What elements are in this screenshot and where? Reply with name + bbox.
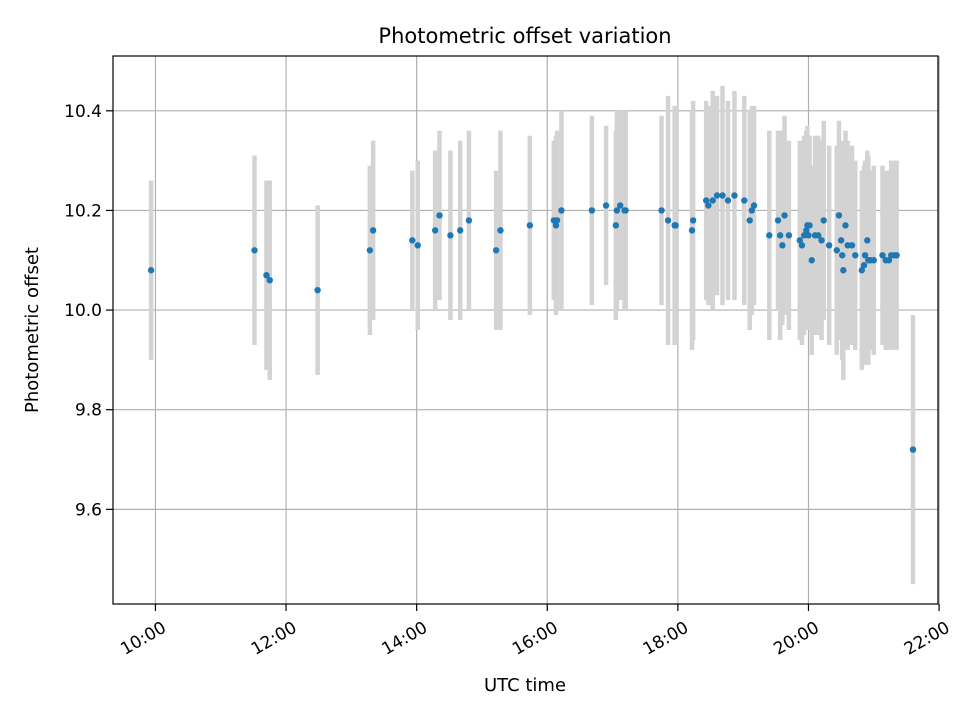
x-tick-label: 20:00 bbox=[770, 618, 822, 660]
data-point bbox=[705, 202, 712, 209]
y-tick-label: 9.8 bbox=[75, 401, 102, 421]
data-point bbox=[741, 197, 748, 204]
data-point bbox=[713, 192, 721, 199]
data-point bbox=[852, 252, 859, 259]
data-point bbox=[774, 217, 782, 224]
data-point bbox=[369, 227, 377, 234]
data-point bbox=[672, 222, 679, 229]
data-point bbox=[833, 247, 840, 254]
chart-title: Photometric offset variation bbox=[378, 24, 671, 48]
data-point bbox=[803, 227, 810, 234]
data-point bbox=[526, 222, 534, 229]
data-point bbox=[465, 217, 473, 224]
data-point bbox=[689, 217, 697, 224]
data-point bbox=[861, 252, 869, 259]
data-point bbox=[724, 197, 732, 204]
data-point bbox=[266, 276, 273, 284]
data-point bbox=[447, 232, 454, 239]
plot-frame bbox=[112, 55, 939, 605]
data-point bbox=[820, 217, 827, 224]
data-point bbox=[702, 197, 710, 204]
data-point bbox=[553, 217, 561, 224]
data-point bbox=[815, 232, 822, 239]
data-point bbox=[436, 212, 443, 219]
data-point bbox=[719, 192, 726, 199]
y-tick-label: 10.2 bbox=[64, 201, 102, 221]
data-point bbox=[492, 247, 500, 254]
data-point bbox=[808, 257, 815, 264]
data-point bbox=[909, 446, 917, 453]
data-point bbox=[688, 227, 696, 234]
data-point bbox=[314, 286, 321, 294]
data-point bbox=[750, 202, 758, 209]
data-point bbox=[806, 222, 813, 229]
data-point bbox=[497, 227, 504, 234]
data-point bbox=[858, 267, 866, 274]
x-tick-label: 18:00 bbox=[640, 618, 692, 660]
data-point bbox=[825, 242, 833, 249]
data-point bbox=[766, 232, 773, 239]
data-point bbox=[776, 232, 784, 239]
data-point bbox=[616, 202, 624, 209]
data-point bbox=[409, 237, 416, 244]
y-axis-ticks: 9.6 9.8 10.0 10.2 10.4 bbox=[64, 102, 113, 520]
data-point bbox=[839, 252, 846, 259]
data-point bbox=[860, 262, 868, 269]
data-point bbox=[748, 207, 756, 214]
y-tick-label: 9.6 bbox=[75, 500, 102, 520]
data-point bbox=[885, 257, 893, 264]
data-points bbox=[147, 192, 917, 453]
data-point bbox=[818, 237, 825, 244]
data-point bbox=[796, 237, 803, 244]
data-point bbox=[658, 207, 665, 214]
data-point bbox=[781, 212, 788, 219]
data-point bbox=[731, 192, 738, 199]
data-point bbox=[431, 227, 439, 234]
x-tick-label: 14:00 bbox=[379, 618, 431, 660]
data-point bbox=[147, 267, 155, 274]
data-point bbox=[805, 232, 812, 239]
data-point bbox=[602, 202, 610, 209]
data-point bbox=[613, 207, 621, 214]
data-point bbox=[842, 222, 849, 229]
data-point bbox=[414, 242, 421, 249]
data-point bbox=[251, 247, 258, 254]
data-point bbox=[798, 242, 806, 249]
data-point bbox=[709, 197, 716, 204]
data-point bbox=[588, 207, 596, 214]
data-point bbox=[664, 217, 672, 224]
data-point bbox=[622, 207, 629, 214]
data-point bbox=[840, 267, 847, 274]
data-point bbox=[779, 242, 786, 249]
data-point bbox=[612, 222, 620, 229]
data-point bbox=[558, 207, 565, 214]
data-point bbox=[870, 257, 877, 264]
data-point bbox=[785, 232, 793, 239]
data-point bbox=[366, 247, 374, 254]
x-axis-title: UTC time bbox=[484, 675, 566, 696]
data-point bbox=[552, 222, 560, 229]
x-tick-label: 12:00 bbox=[248, 618, 300, 660]
x-tick-label: 16:00 bbox=[509, 618, 561, 660]
data-point bbox=[879, 252, 886, 259]
x-axis-ticks: 10:00 12:00 14:00 16:00 18:00 20:00 22:00 bbox=[117, 604, 953, 660]
data-point bbox=[864, 237, 871, 244]
data-point bbox=[263, 272, 270, 279]
data-point bbox=[456, 227, 464, 234]
y-tick-label: 10.4 bbox=[64, 102, 102, 122]
data-point bbox=[835, 212, 843, 219]
x-tick-label: 22:00 bbox=[901, 618, 953, 660]
data-point bbox=[837, 237, 845, 244]
y-axis-title: Photometric offset bbox=[22, 247, 43, 413]
x-tick-label: 10:00 bbox=[117, 618, 169, 660]
y-tick-label: 10.0 bbox=[64, 301, 102, 321]
data-point bbox=[893, 252, 900, 259]
data-point bbox=[848, 242, 856, 249]
data-point bbox=[746, 217, 753, 224]
